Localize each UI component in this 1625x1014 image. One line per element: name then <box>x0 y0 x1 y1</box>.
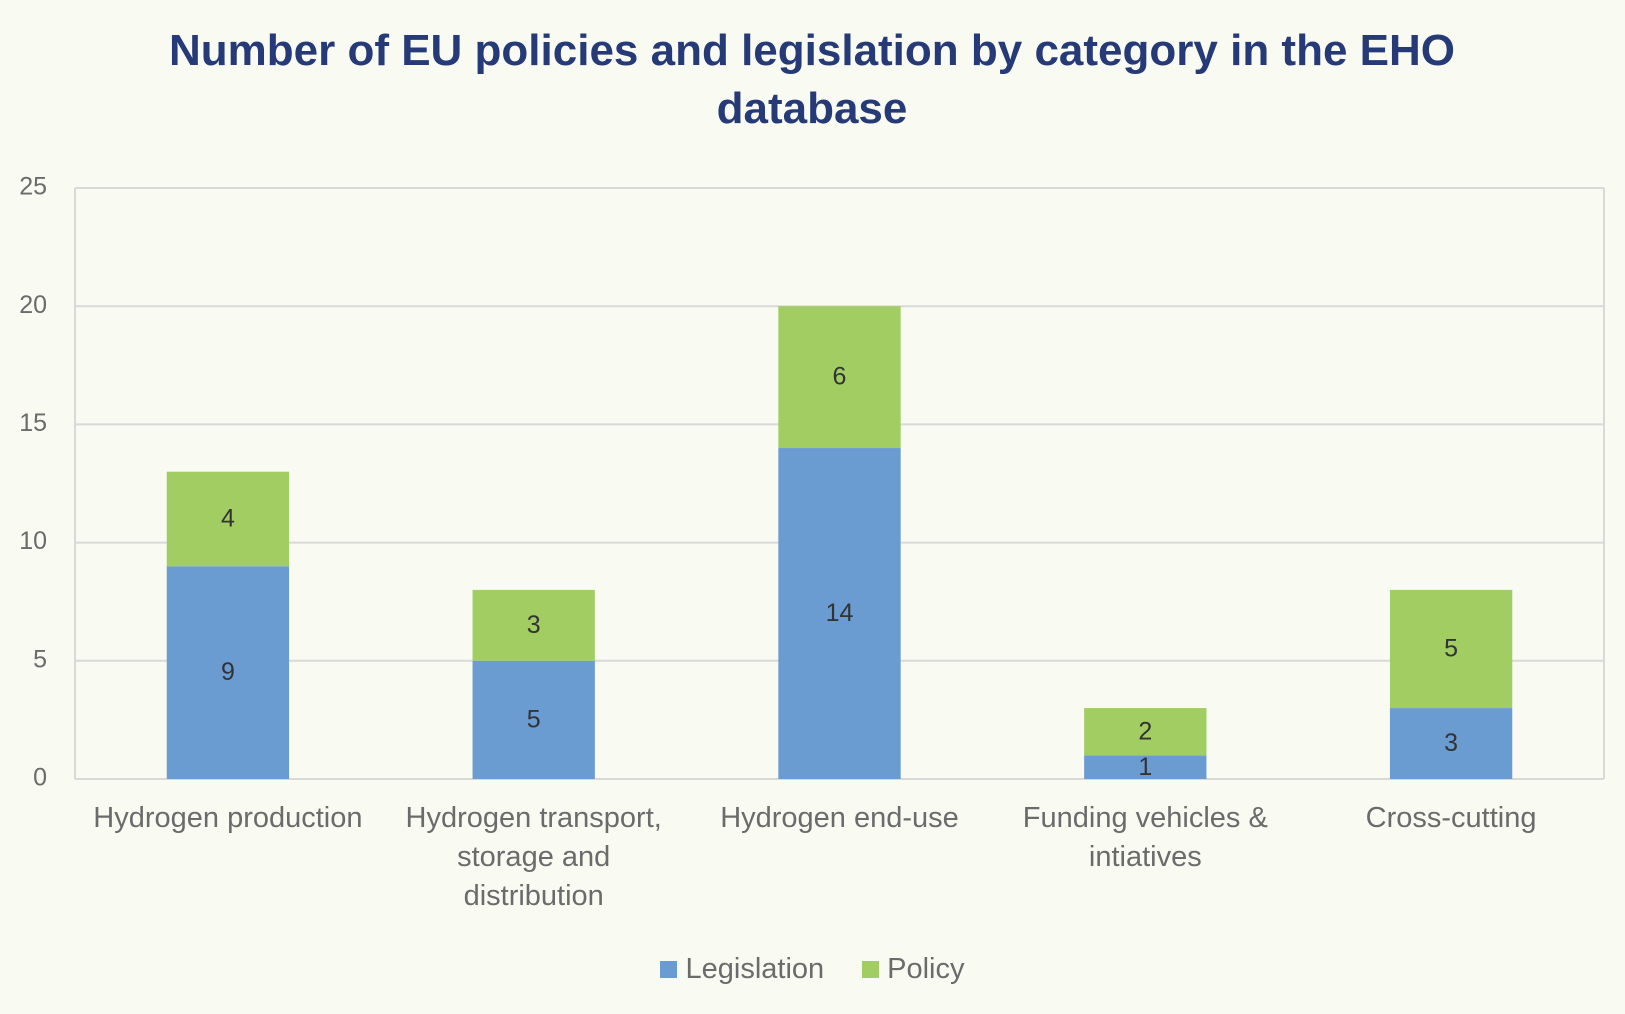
y-tick-label: 5 <box>33 645 47 673</box>
y-tick-label: 15 <box>19 409 47 437</box>
bar-segment <box>166 471 290 567</box>
data-label: 5 <box>527 706 541 734</box>
bar-segment <box>166 566 290 779</box>
data-label: 2 <box>1138 717 1152 745</box>
bar-segment <box>1084 708 1207 756</box>
legend-label: Legislation <box>685 953 825 985</box>
x-tick-label: Hydrogen transport, storage and distribu… <box>405 802 662 912</box>
y-tick-label: 20 <box>19 291 47 319</box>
y-tick-label: 10 <box>19 527 47 555</box>
data-label: 1 <box>1138 753 1152 781</box>
legend-swatch <box>862 961 880 978</box>
data-label: 14 <box>826 599 854 627</box>
y-tick-label: 25 <box>19 173 47 201</box>
bar-segment <box>1389 708 1513 779</box>
legend-label: Policy <box>887 953 965 985</box>
bar-segment <box>1084 755 1207 779</box>
bar-segment <box>472 660 595 779</box>
bar-segment <box>778 306 901 449</box>
data-label: 3 <box>527 611 541 639</box>
data-label: 6 <box>833 363 847 391</box>
x-tick-label: Hydrogen production <box>93 802 363 834</box>
bar-segment <box>1389 589 1513 709</box>
chart-title: Number of EU policies and legislation by… <box>168 26 1455 133</box>
legend-item: Legislation <box>660 953 824 986</box>
x-tick-label: Cross-cutting <box>1365 802 1537 834</box>
legend-item: Policy <box>862 953 965 986</box>
y-tick-label: 0 <box>33 764 47 792</box>
bar-segment <box>472 589 595 661</box>
data-label: 3 <box>1444 729 1458 757</box>
bar-segment <box>778 448 901 779</box>
data-label: 9 <box>221 658 235 686</box>
x-tick-label: Funding vehicles & intiatives <box>1022 802 1268 873</box>
data-label: 4 <box>221 505 235 533</box>
data-label: 5 <box>1444 635 1458 663</box>
legend: Legislation Policy <box>0 953 1625 986</box>
legend-swatch <box>660 961 678 978</box>
x-tick-label: Hydrogen end-use <box>720 802 959 834</box>
